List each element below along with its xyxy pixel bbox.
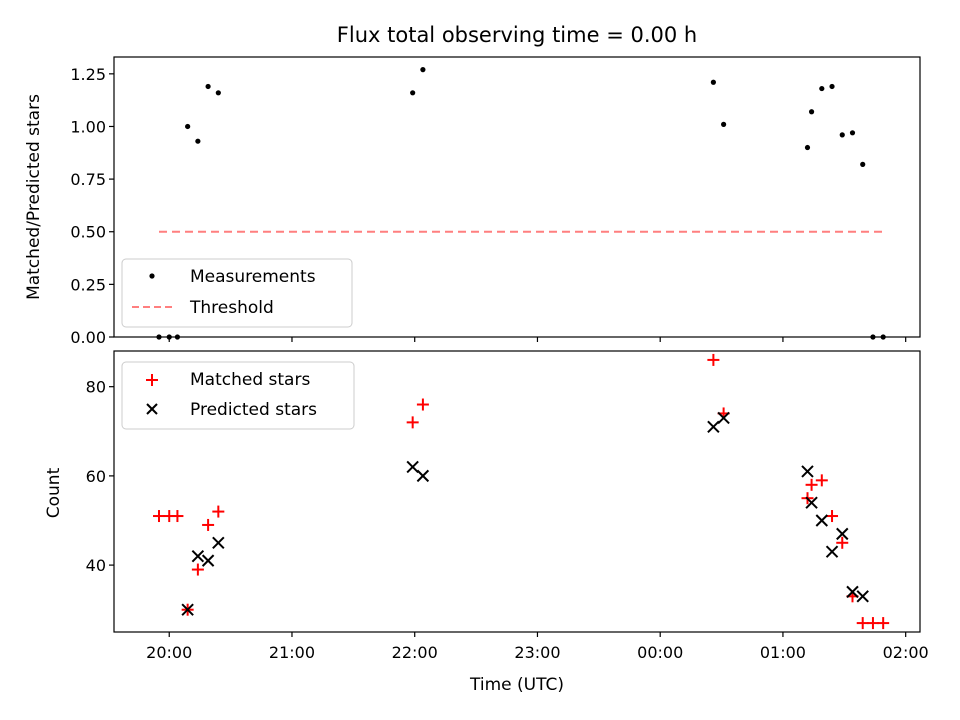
predicted-stars-point [416, 469, 430, 483]
flux-ratio-panel: Flux total observing time = 0.00 h Match… [24, 23, 921, 347]
predicted-stars-point-b [801, 465, 814, 478]
bottom-x-tick-label-20-00: 20:00 [146, 643, 192, 662]
bottom-x-tick-label-00-00: 00:00 [637, 643, 683, 662]
predicted-stars-point-b [201, 554, 215, 567]
predicted-stars-point-b [416, 469, 430, 483]
predicted-stars-point [212, 536, 225, 550]
legend-measurements-marker [149, 273, 155, 279]
matched-stars-point [836, 536, 849, 549]
matched-stars-point [815, 474, 828, 487]
bottom-plot-area: 20:00 21:00 22:00 23:00 00:00 01:00 02:00 40 60 8… [86, 353, 929, 662]
top-y-tick-label-0-00: 0.00 [70, 328, 106, 347]
matched-stars-point [866, 617, 879, 630]
legend-predicted-marker [146, 403, 158, 415]
matched-stars-point [171, 510, 184, 523]
predicted-stars-point [836, 527, 849, 541]
predicted-stars-point [181, 603, 194, 616]
top-y-tick-label-0-50: 0.50 [70, 223, 106, 242]
measurements-point [804, 144, 811, 151]
bottom-y-tick-label-40: 40 [86, 556, 106, 575]
matched-stars-point [191, 563, 204, 576]
bottom-y-tick-label-80: 80 [86, 378, 106, 397]
matched-stars-point [826, 510, 839, 523]
predicted-stars-point-b [707, 420, 720, 434]
bottom-x-tick-label-22-00: 22:00 [392, 643, 438, 662]
measurements-point [215, 90, 221, 96]
measurements-point [195, 138, 201, 144]
bottom-legend-box [121, 361, 355, 430]
bottom-y-axis-label: Count [44, 467, 64, 518]
bottom-y-tick-label-60: 60 [86, 467, 106, 486]
legend-threshold-label: Threshold [189, 298, 274, 318]
matched-stars-point [406, 416, 419, 429]
measurements-point [808, 109, 815, 115]
predicted-stars-point [201, 554, 215, 567]
matched-stars-point [877, 617, 890, 630]
chart-title: Flux total observing time = 0.00 h [337, 23, 697, 47]
predicted-stars-point-b [836, 527, 849, 541]
legend-matched-label: Matched stars [190, 370, 310, 390]
top-y-axis-label: Matched/Predicted stars [24, 94, 44, 300]
legend-matched-marker [146, 374, 158, 386]
predicted-stars-point [805, 496, 818, 509]
measurements-point [839, 132, 845, 138]
bottom-x-tick-label-21-00: 21:00 [269, 643, 315, 662]
top-y-tick-label-1-00: 1.00 [70, 117, 106, 136]
top-plot-area: 0.00 0.25 0.50 0.75 1.00 1.25 [70, 65, 907, 347]
measurements-point [710, 79, 716, 85]
measurements-point [185, 123, 191, 130]
predicted-stars-point [846, 585, 859, 599]
predicted-stars-point-b [717, 411, 730, 425]
legend-measurements-label: Measurements [190, 267, 316, 287]
predicted-stars-point-b [846, 585, 859, 599]
measurements-point [849, 130, 856, 136]
predicted-stars-point [717, 411, 730, 425]
top-legend: Measurements Threshold [121, 258, 353, 328]
bottom-x-tick-label-02-00: 02:00 [883, 643, 929, 662]
predicted-stars-point-b [825, 545, 839, 558]
predicted-stars-point-b [856, 590, 869, 603]
measurements-point [205, 83, 211, 90]
predicted-stars-point [815, 514, 829, 527]
top-y-tick-label-0-75: 0.75 [70, 170, 106, 189]
matched-stars-point [707, 353, 720, 366]
predicted-stars-point [825, 545, 839, 558]
predicted-stars-point [856, 590, 869, 603]
measurements-point [829, 83, 835, 90]
matched-stars-point [856, 617, 869, 630]
bottom-axes-frame [113, 350, 921, 633]
predicted-stars-point-b [191, 549, 205, 563]
legend-predicted-label: Predicted stars [190, 400, 317, 420]
matched-stars-point [416, 398, 429, 411]
predicted-stars-point-b [815, 514, 829, 527]
matched-stars-point [153, 510, 166, 523]
bottom-x-tick-label-23-00: 23:00 [514, 643, 560, 662]
measurements-point [410, 90, 416, 96]
predicted-stars-point [801, 465, 814, 478]
measurements-point [420, 67, 426, 73]
measurements-point [721, 121, 727, 127]
top-legend-box [121, 258, 353, 328]
matched-stars-point [212, 505, 225, 518]
predicted-stars-point-b [181, 603, 194, 616]
measurements-point [819, 85, 825, 92]
matched-stars-point [805, 478, 818, 491]
predicted-stars-point [191, 549, 205, 563]
predicted-stars-point [707, 420, 720, 434]
measurements-point [860, 161, 866, 167]
top-axes-frame [113, 56, 921, 338]
predicted-stars-point-b [212, 536, 225, 550]
bottom-x-tick-label-01-00: 01:00 [760, 643, 806, 662]
predicted-stars-point-b [406, 460, 419, 474]
bottom-legend: Matched stars Predicted stars [121, 361, 355, 430]
top-y-tick-label-0-25: 0.25 [70, 275, 106, 294]
star-count-panel: Count Time (UTC) 20:00 21:00 22:00 23:00 00:… [44, 350, 929, 695]
predicted-stars-point [406, 460, 419, 474]
matched-stars-point [202, 518, 215, 531]
top-y-tick-label-1-25: 1.25 [70, 65, 106, 84]
x-axis-label: Time (UTC) [469, 675, 564, 695]
predicted-stars-point-b [805, 496, 818, 509]
